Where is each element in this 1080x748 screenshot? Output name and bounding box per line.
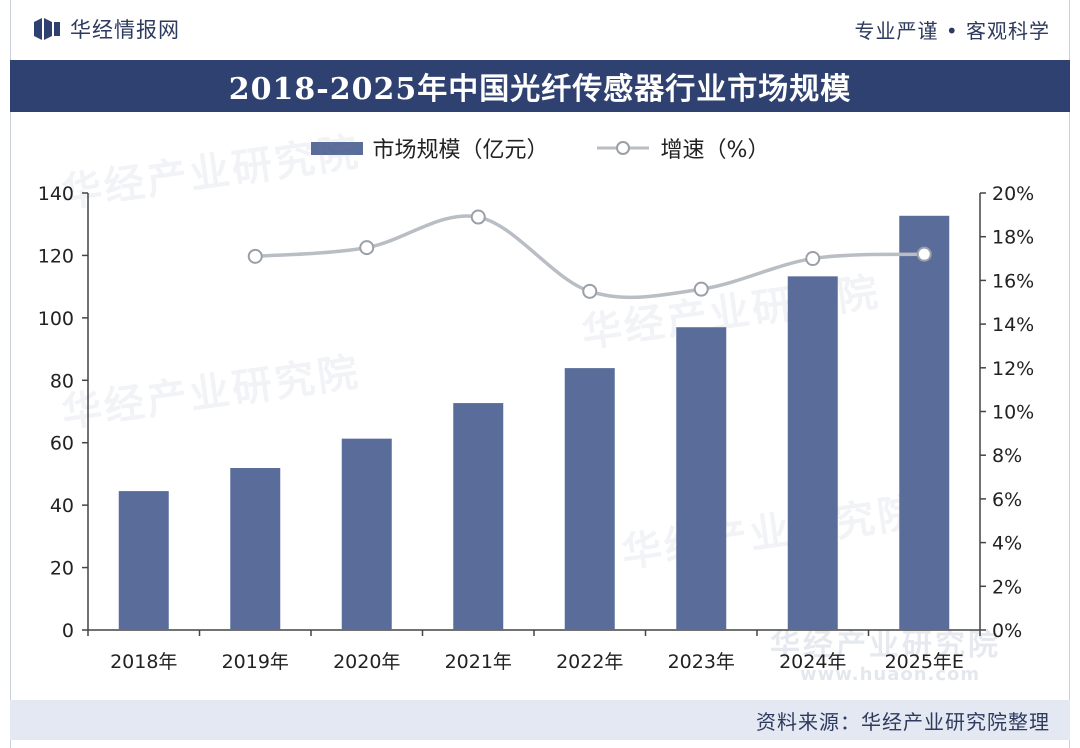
growth-point — [359, 240, 375, 256]
y-right-tick-label: 2% — [992, 576, 1022, 598]
y-right-tick-label: 14% — [992, 314, 1034, 336]
y-left-tick-label: 80 — [50, 370, 74, 392]
x-tick-label: 2023年 — [668, 651, 735, 673]
legend-line-swatch — [596, 141, 649, 155]
y-right-tick-label: 20% — [992, 183, 1034, 205]
legend-item-market-size: 市场规模（亿元） — [310, 132, 549, 164]
bar — [230, 467, 281, 630]
x-tick-label: 2025年E — [885, 651, 964, 673]
y-right-tick-label: 18% — [992, 227, 1034, 249]
x-tick-label: 2019年 — [222, 651, 289, 673]
y-left-tick-label: 0 — [62, 620, 74, 642]
bar — [118, 491, 169, 630]
chart-frame — [10, 0, 1070, 748]
chart-title: 2018-2025年中国光纤传感器行业市场规模 — [10, 60, 1070, 112]
y-right-tick-label: 0% — [992, 620, 1022, 642]
growth-point — [916, 246, 932, 262]
y-left-tick-label: 100 — [38, 308, 74, 330]
bar — [899, 215, 950, 630]
header: 华经情报网 专业严谨 • 客观科学 — [10, 0, 1070, 58]
y-left-tick-label: 20 — [50, 558, 74, 580]
y-left-tick-label: 40 — [50, 495, 74, 517]
source-note: 资料来源：华经产业研究院整理 — [10, 700, 1070, 740]
legend-label-market-size: 市场规模（亿元） — [372, 138, 549, 163]
slogan: 专业严谨 • 客观科学 — [854, 18, 1050, 43]
bar — [676, 327, 727, 630]
y-right-tick-label: 8% — [992, 445, 1022, 467]
legend-item-growth: 增速（%） — [595, 132, 770, 164]
y-right-tick-label: 12% — [992, 358, 1034, 380]
growth-point — [582, 283, 598, 299]
legend-bar-swatch — [310, 141, 363, 155]
growth-point — [805, 251, 821, 267]
y-right-tick-label: 10% — [992, 402, 1034, 424]
growth-point — [470, 209, 486, 225]
x-tick-label: 2020年 — [333, 651, 400, 673]
brand: 华经情报网 — [34, 14, 180, 44]
growth-point — [693, 281, 709, 297]
y-left-tick-label: 140 — [38, 183, 74, 205]
x-tick-label: 2024年 — [779, 651, 846, 673]
y-right-tick-label: 6% — [992, 489, 1022, 511]
legend: 市场规模（亿元） 增速（%） — [0, 128, 1080, 168]
brand-logo-icon — [34, 18, 60, 40]
y-left-tick-label: 60 — [50, 433, 74, 455]
growth-point — [247, 248, 263, 264]
bar — [787, 276, 838, 630]
legend-label-growth: 增速（%） — [660, 138, 770, 163]
x-tick-label: 2022年 — [556, 651, 623, 673]
y-left-tick-label: 120 — [38, 245, 74, 267]
y-right-tick-label: 4% — [992, 533, 1022, 555]
x-tick-label: 2018年 — [110, 651, 177, 673]
bar — [341, 438, 392, 630]
brand-name: 华经情报网 — [70, 18, 180, 42]
bar — [564, 368, 615, 630]
bar — [453, 403, 504, 630]
y-right-tick-label: 16% — [992, 270, 1034, 292]
x-tick-label: 2021年 — [445, 651, 512, 673]
